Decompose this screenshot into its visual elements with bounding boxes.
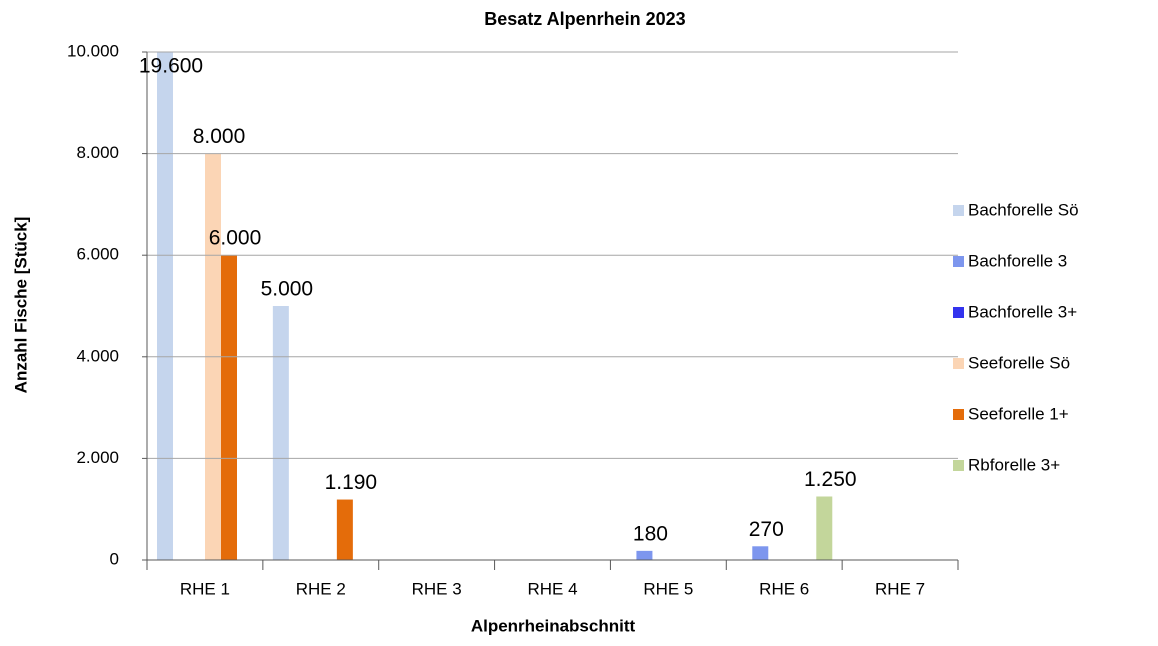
data-label: 1.250 [804, 468, 857, 491]
legend-swatch [953, 256, 964, 267]
bar [636, 550, 653, 560]
data-label: 8.000 [193, 125, 246, 148]
plot-area [157, 52, 833, 560]
x-tick-label: RHE 1 [180, 579, 230, 598]
y-tick-label: 2.000 [76, 448, 119, 467]
bar [336, 499, 353, 560]
legend-label: Seeforelle 1+ [968, 404, 1069, 423]
y-tick-label: 4.000 [76, 346, 119, 365]
x-tick-label: RHE 2 [296, 579, 346, 598]
x-tick-label: RHE 4 [527, 579, 577, 598]
legend-label: Bachforelle 3+ [968, 302, 1077, 321]
legend-swatch [953, 205, 964, 216]
bar [272, 306, 289, 560]
legend-label: Bachforelle Sö [968, 200, 1079, 219]
x-tick-label: RHE 7 [875, 579, 925, 598]
chart-title: Besatz Alpenrhein 2023 [484, 9, 685, 29]
x-tick-label: RHE 3 [412, 579, 462, 598]
legend-swatch [953, 307, 964, 318]
x-tick-label: RHE 6 [759, 579, 809, 598]
x-tick-label: RHE 5 [643, 579, 693, 598]
bar [157, 52, 173, 560]
legend-label: Seeforelle Sö [968, 353, 1070, 372]
data-label: 180 [633, 522, 668, 545]
x-axis-title: Alpenrheinabschnitt [471, 616, 636, 635]
y-tick-label: 8.000 [76, 143, 119, 162]
data-label: 5.000 [261, 278, 314, 301]
y-tick-label: 10.000 [67, 41, 119, 60]
legend-swatch [953, 358, 964, 369]
data-label: 1.190 [325, 471, 378, 494]
legend-swatch [953, 460, 964, 471]
legend-label: Bachforelle 3 [968, 251, 1067, 270]
data-label: 270 [749, 518, 784, 541]
y-axis-title: Anzahl Fische [Stück] [11, 217, 30, 394]
data-label: 19.600 [139, 55, 203, 78]
y-tick-label: 6.000 [76, 245, 119, 264]
bar [752, 546, 769, 560]
bar [816, 496, 833, 560]
data-label: 6.000 [209, 227, 262, 250]
legend-swatch [953, 409, 964, 420]
bar [221, 255, 237, 560]
y-tick-label: 0 [110, 549, 119, 568]
legend-label: Rbforelle 3+ [968, 455, 1060, 474]
